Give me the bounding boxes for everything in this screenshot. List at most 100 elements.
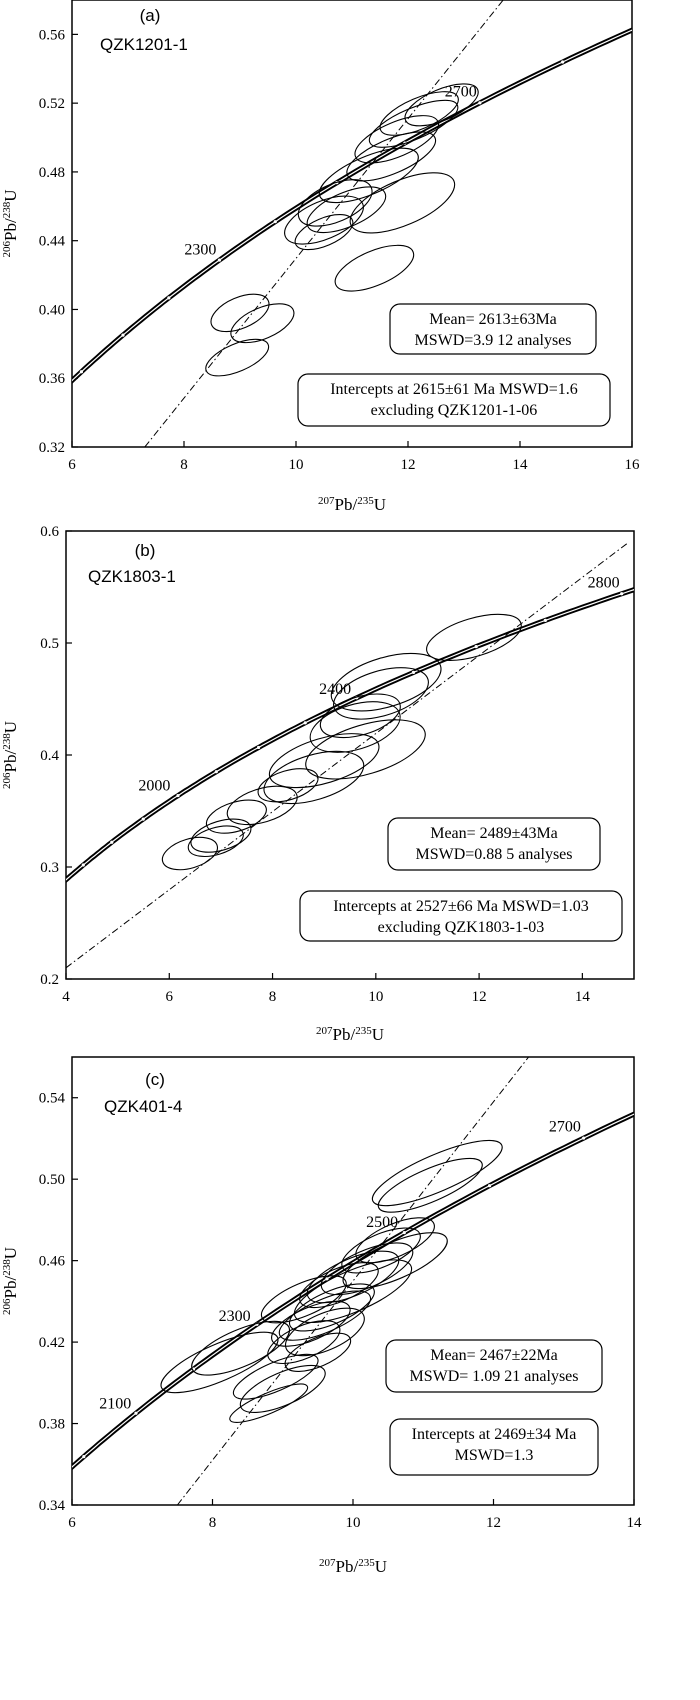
error-ellipse <box>319 693 401 739</box>
error-ellipse <box>161 836 218 871</box>
error-ellipse <box>190 818 252 853</box>
y-axis-label: 206Pb/238U <box>1 190 20 258</box>
y-tick-label: 0.4 <box>40 748 59 764</box>
concordia-age-mark <box>42 406 45 409</box>
concordia-age-mark <box>214 770 218 774</box>
mean-age-box-line: Mean= 2489±43Ma <box>430 825 558 842</box>
error-ellipse <box>368 99 459 148</box>
panel-label: (a) <box>140 6 161 25</box>
y-tick-label: 0.38 <box>39 1417 65 1433</box>
concordia-age-mark <box>478 101 482 105</box>
y-tick-label: 0.50 <box>39 1172 65 1188</box>
concordia-age-mark <box>652 19 655 22</box>
error-ellipse <box>257 768 319 803</box>
mean-age-box: Mean= 2613±63Ma MSWD=3.9 12 analyses <box>389 303 597 355</box>
concordia-age-label: 2000 <box>138 777 170 794</box>
x-tick-label: 14 <box>513 457 529 473</box>
concordia-age-mark <box>273 220 277 224</box>
concordia-age-mark <box>256 745 261 750</box>
intercept-box: Intercepts at 2615±61 Ma MSWD=1.6 excludi… <box>297 373 611 427</box>
mean-age-box: Mean= 2467±22Ma MSWD= 1.09 21 analyses <box>385 1339 603 1393</box>
mean-age-box-line: MSWD=3.9 12 analyses <box>414 332 571 349</box>
sample-name: QZK1803-1 <box>88 567 176 586</box>
mean-age-box-line: Mean= 2467±22Ma <box>430 1347 558 1364</box>
intercept-box-line: Intercepts at 2469±34 Ma <box>412 1426 577 1443</box>
error-ellipse <box>318 147 419 204</box>
chart-panel-1: 6 8 10 12 14 16 0.32 0.36 0.40 0.44 0.48 0.52 0.56 20… <box>1 0 655 514</box>
intercept-box: Intercepts at 2469±34 Ma MSWD=1.3 <box>389 1418 599 1476</box>
panel-label: (b) <box>135 541 156 560</box>
plot-area <box>8 0 655 447</box>
x-tick-label: 10 <box>368 989 383 1005</box>
mean-age-box: Mean= 2489±43Ma MSWD=0.88 5 analyses <box>387 817 601 871</box>
discordia-line <box>176 1057 530 1505</box>
y-axis-label: 206Pb/238U <box>1 721 20 789</box>
concordia-age-label: 2300 <box>184 242 216 259</box>
error-ellipse <box>288 1283 375 1332</box>
y-tick-label: 0.36 <box>39 371 66 387</box>
concordia-age-mark <box>134 1411 138 1415</box>
intercept-box-line: Intercepts at 2615±61 Ma MSWD=1.6 <box>330 381 578 398</box>
error-ellipse <box>210 293 270 333</box>
concordia-age-mark <box>81 863 85 867</box>
error-ellipse <box>306 186 387 234</box>
sample-name: QZK1201-1 <box>100 35 188 54</box>
concordia-age-mark <box>82 1455 86 1459</box>
concordia-age-mark <box>487 1184 492 1188</box>
x-tick-label: 8 <box>209 1515 217 1531</box>
plot-area <box>72 1057 634 1505</box>
concordia-age-mark <box>561 60 565 64</box>
error-ellipse <box>232 1353 319 1400</box>
error-ellipse <box>297 179 373 227</box>
y-tick-label: 0.2 <box>40 972 59 988</box>
discordia-line <box>66 541 630 969</box>
concordia-age-label: 2100 <box>99 1395 131 1412</box>
y-tick-label: 0.46 <box>39 1254 66 1270</box>
intercept-box-frame <box>299 890 623 942</box>
y-tick-label: 0.5 <box>40 636 59 652</box>
intercept-box-line: excluding QZK1201-1-06 <box>371 402 538 419</box>
error-ellipse <box>371 1139 503 1207</box>
concordia-age-label: 2500 <box>366 1214 398 1231</box>
error-ellipse <box>267 1320 341 1365</box>
intercept-box-line: Intercepts at 2527±66 Ma MSWD=1.03 <box>333 898 589 915</box>
error-ellipse <box>379 91 459 136</box>
error-ellipse <box>334 244 415 292</box>
concordia-curve-inner <box>72 1113 634 1468</box>
concordia-curve-inner <box>72 29 632 382</box>
concordia-age-mark <box>8 442 11 445</box>
concordia-age-mark <box>79 370 84 374</box>
error-ellipse <box>355 1217 435 1264</box>
x-tick-label: 8 <box>180 457 188 473</box>
error-ellipse <box>278 1290 372 1341</box>
x-tick-label: 10 <box>289 457 304 473</box>
plot-frame <box>71 0 633 448</box>
x-tick-label: 12 <box>486 1515 501 1531</box>
y-tick-label: 0.42 <box>39 1335 65 1351</box>
error-ellipse <box>354 115 440 164</box>
error-ellipse <box>426 613 522 661</box>
y-tick-label: 0.56 <box>39 27 66 43</box>
y-axis-label: 206Pb/238U <box>1 1247 20 1315</box>
concordia-age-mark <box>402 1231 406 1235</box>
x-axis-label: 207Pb/235U <box>316 1025 384 1044</box>
concordia-age-mark <box>176 793 180 798</box>
sample-name: QZK401-4 <box>104 1097 182 1116</box>
error-ellipse <box>187 825 244 858</box>
error-ellipse <box>230 303 295 344</box>
panel-label: (c) <box>145 1070 165 1089</box>
mean-age-box-line: MSWD= 1.09 21 analyses <box>409 1368 578 1385</box>
y-tick-label: 0.44 <box>39 234 66 250</box>
x-tick-label: 4 <box>62 989 70 1005</box>
error-ellipse <box>404 83 479 127</box>
mean-age-box-frame <box>387 817 601 871</box>
error-ellipse <box>160 1331 279 1394</box>
intercept-box-frame <box>297 373 611 427</box>
error-ellipse <box>284 195 364 245</box>
concordia-age-label: 2700 <box>445 83 477 100</box>
y-tick-label: 0.48 <box>39 165 65 181</box>
concordia-age-mark <box>543 618 547 622</box>
error-ellipse <box>349 172 456 234</box>
error-ellipse <box>260 1275 347 1324</box>
